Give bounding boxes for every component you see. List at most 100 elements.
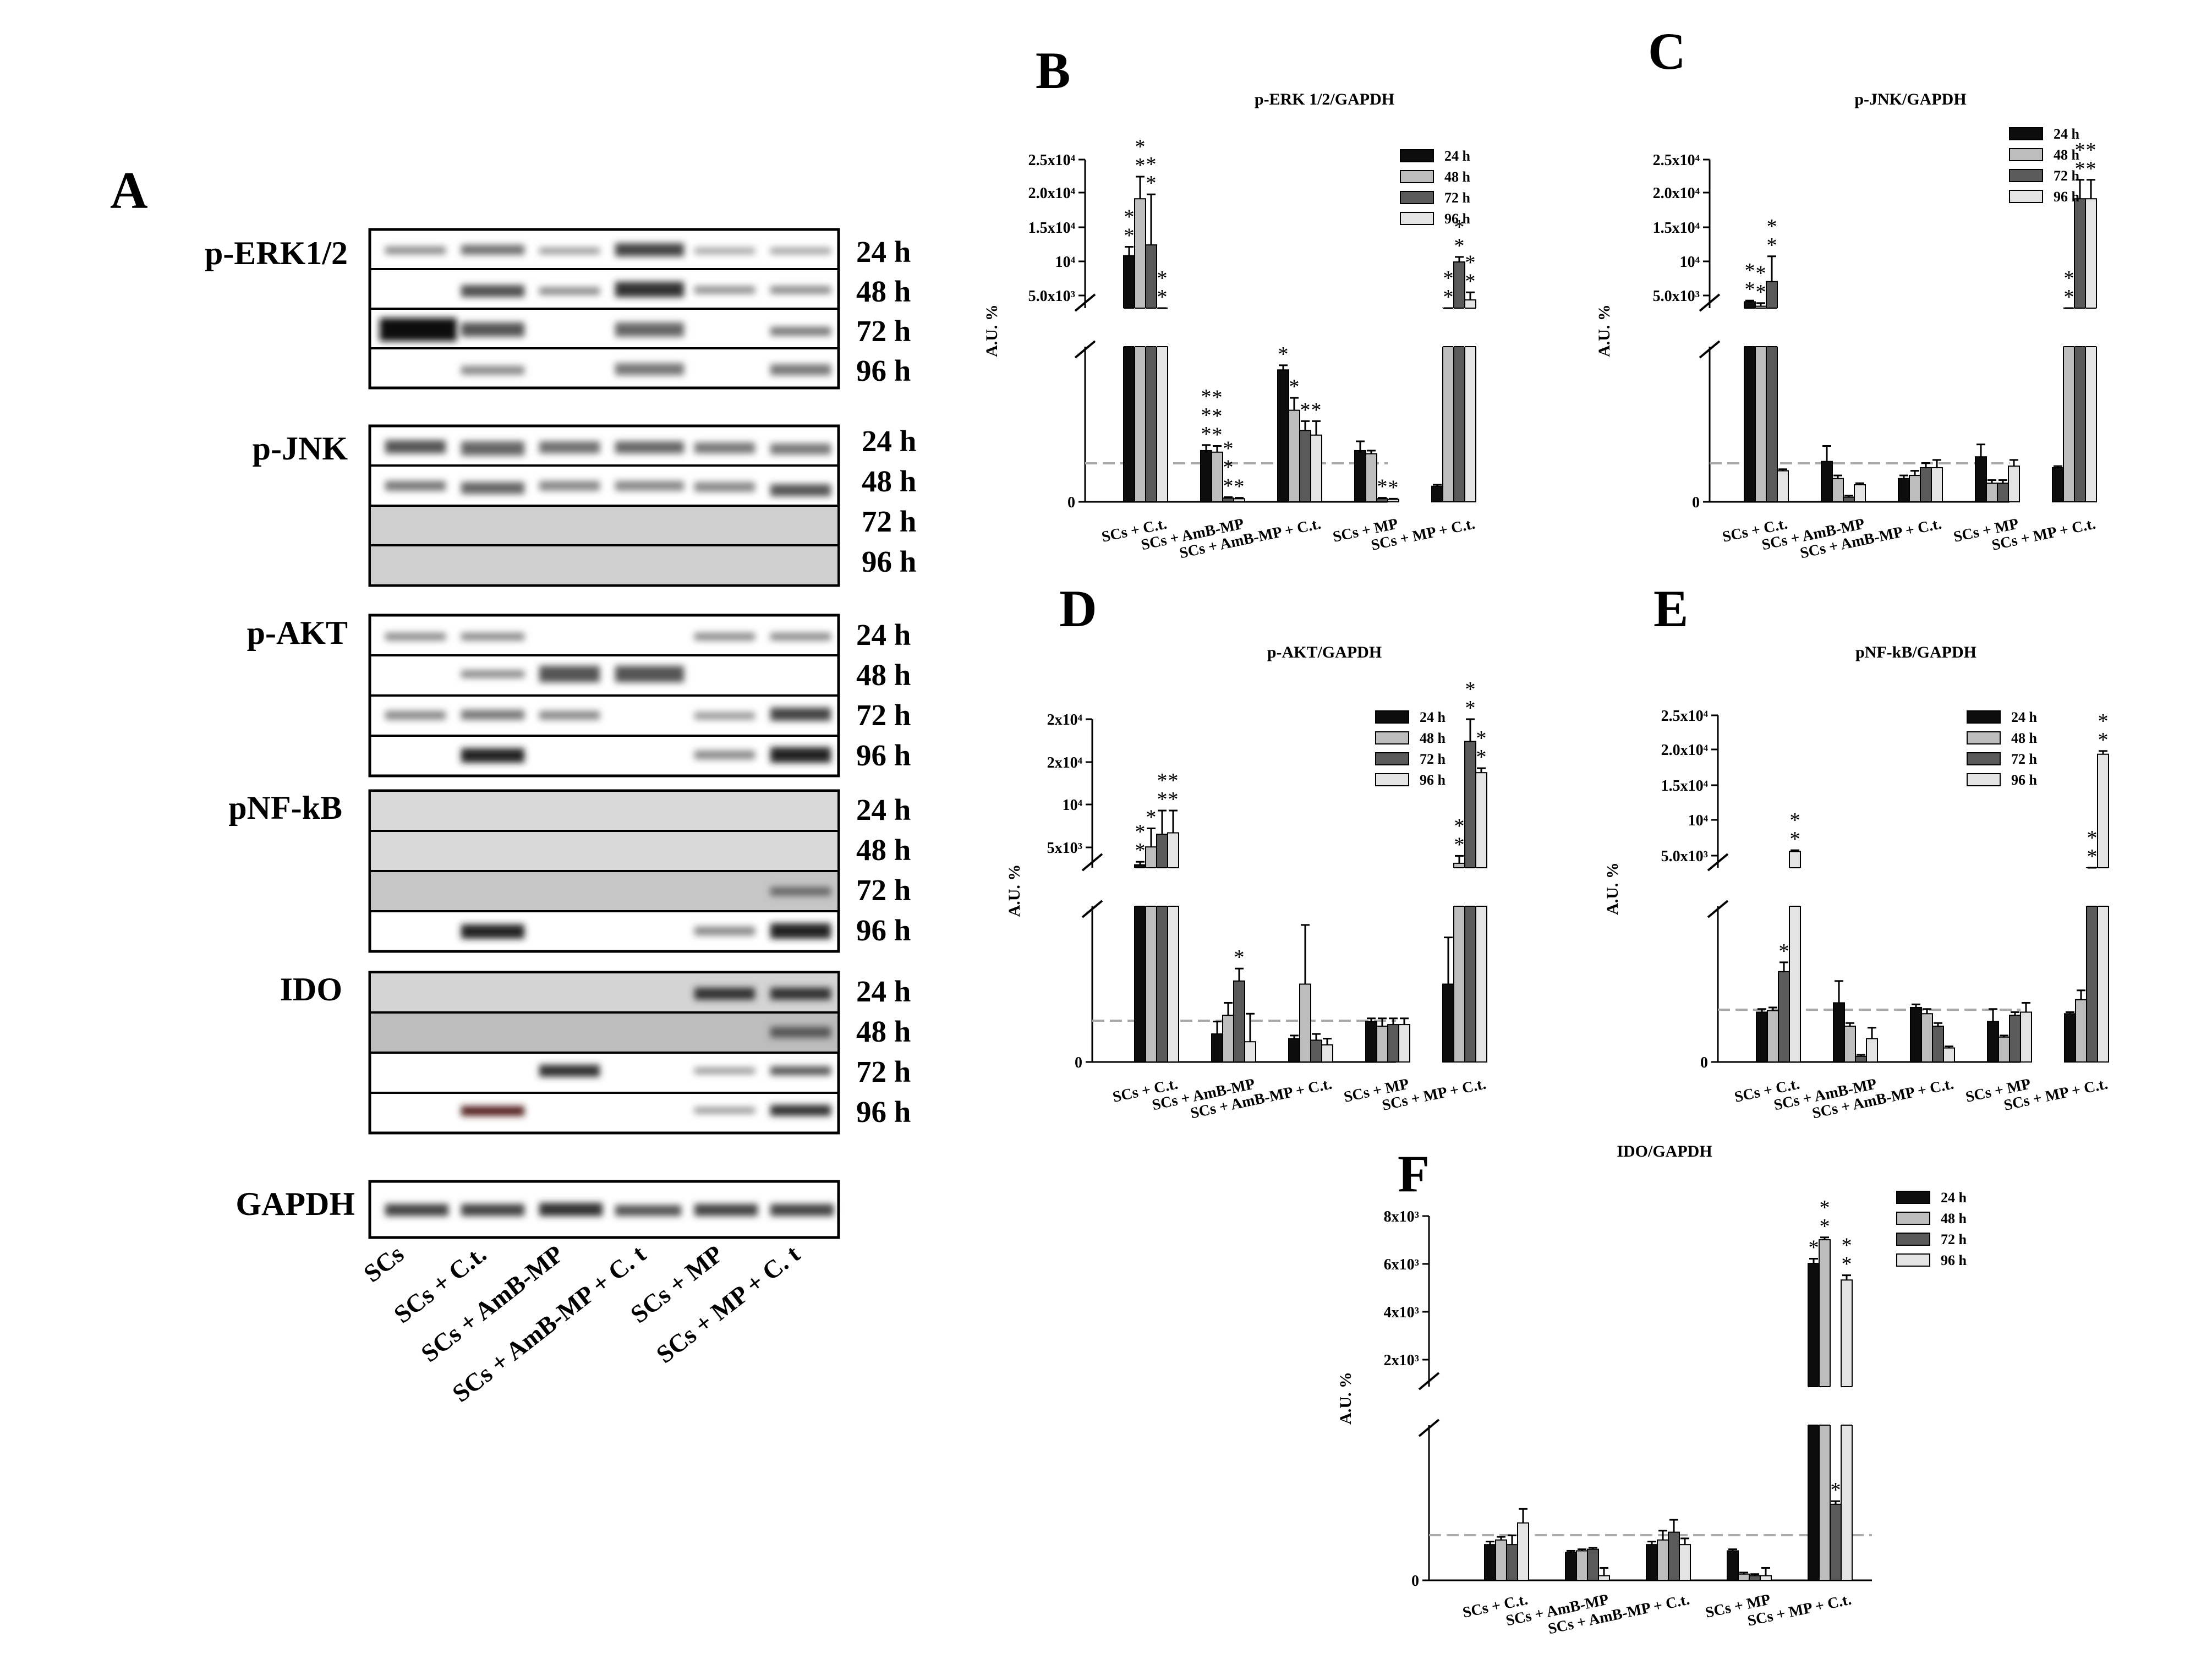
bar-48h <box>1832 478 1844 503</box>
significance-star: * <box>1443 267 1454 290</box>
axis-break-mark <box>1699 293 1721 312</box>
y-tick-label: 5.0x10³ <box>1661 848 1708 865</box>
significance-star: * <box>2087 845 2098 868</box>
legend-swatch <box>2009 190 2043 203</box>
panel-letter: E <box>1653 579 1688 638</box>
significance-star: * <box>1745 259 1755 282</box>
bar-break-gap <box>2074 308 2086 347</box>
bar-72h <box>2074 198 2086 502</box>
y-tick-label: 0 <box>1411 1573 1419 1590</box>
legend-swatch <box>2009 127 2043 140</box>
significance-star: * <box>1146 806 1157 829</box>
bar-24h <box>1565 1552 1577 1581</box>
significance-star: * <box>1146 172 1157 195</box>
y-axis-label: A.U. % <box>1595 304 1613 357</box>
bar-72h <box>1506 1544 1518 1581</box>
y-tick-label: 10⁴ <box>1063 797 1083 814</box>
bar-72h <box>1997 483 2009 502</box>
bar-break-gap <box>1453 868 1465 906</box>
bar-72h <box>1453 261 1465 502</box>
blot-time: 96 h <box>856 1095 911 1129</box>
y-axis-label: A.U. % <box>983 304 1001 357</box>
significance-star: * <box>1234 475 1245 499</box>
blot-label-perk: p-ERK1/2 <box>205 235 348 271</box>
significance-star: * <box>1388 476 1399 499</box>
significance-star: * <box>1124 206 1135 229</box>
significance-star: * <box>2087 826 2098 850</box>
blot-time: 72 h <box>856 1055 911 1088</box>
lane-label: SCs + MP + C. t <box>651 1239 806 1368</box>
significance-star: * <box>1135 820 1146 844</box>
bar-break-gap <box>1145 308 1157 347</box>
y-tick-label: 5.0x10³ <box>1653 288 1700 305</box>
bar-96h <box>1943 1047 1955 1063</box>
bar-48h <box>1998 1036 2010 1063</box>
significance-star: * <box>1842 1253 1852 1276</box>
legend-swatch <box>1896 1253 1930 1267</box>
bar-break-gap <box>1167 868 1179 906</box>
significance-star: * <box>2075 157 2085 180</box>
bar-48h <box>1576 1550 1588 1581</box>
bar-24h <box>2052 467 2064 503</box>
bar-96h <box>1398 1024 1410 1063</box>
significance-star: * <box>1135 135 1146 158</box>
bar-72h <box>1778 971 1790 1063</box>
bar-break-gap <box>1134 308 1146 347</box>
significance-star: * <box>1454 814 1465 837</box>
bar-break-gap <box>2097 868 2109 906</box>
bar-24h <box>1354 450 1366 502</box>
legend-swatch <box>1400 191 1434 204</box>
significance-star: * <box>1212 386 1223 409</box>
panel-a-letter: A <box>110 161 148 220</box>
bar-72h <box>1387 1024 1399 1063</box>
blot-time: 72 h <box>856 314 911 348</box>
axis-break-mark <box>1707 853 1729 872</box>
significance-star: * <box>1300 398 1311 421</box>
bar-24h <box>1833 1002 1845 1063</box>
significance-star: * <box>1779 940 1789 963</box>
significance-star: * <box>1146 153 1157 176</box>
legend-swatch <box>1896 1191 1930 1204</box>
bar-72h <box>1233 980 1245 1063</box>
bar-break-gap <box>1766 308 1778 347</box>
y-axis-label: A.U. % <box>1337 1372 1355 1425</box>
y-tick-label: 0 <box>1700 1054 1708 1071</box>
bar-96h <box>2085 198 2097 502</box>
significance-star: * <box>1377 475 1388 499</box>
y-tick-label: 0 <box>1692 494 1700 511</box>
bar-24h <box>1123 255 1135 502</box>
axis-break-mark <box>1707 900 1729 918</box>
blot-time: 96 h <box>856 354 911 387</box>
bar-72h <box>1843 496 1855 502</box>
legend-label: 48 h <box>2054 147 2080 163</box>
legend-swatch <box>2009 148 2043 161</box>
panel-letter: F <box>1398 1145 1430 1203</box>
bar-72h <box>1310 1039 1322 1063</box>
axis-break-mark <box>1699 340 1721 359</box>
bar-break-gap <box>1464 868 1476 906</box>
legend-label: 72 h <box>1941 1231 1967 1247</box>
legend-label: 24 h <box>1941 1190 1967 1206</box>
bar-48h <box>1365 453 1377 503</box>
significance-star: * <box>1831 1479 1841 1502</box>
blot-time: 24 h <box>856 793 911 826</box>
y-tick-label: 5x10³ <box>1047 840 1082 857</box>
significance-star: * <box>1278 343 1289 366</box>
blot-time: 96 h <box>856 913 911 947</box>
bar-break-gap <box>1841 1387 1853 1425</box>
bar-72h <box>2009 1015 2021 1063</box>
chart-panel-c: Cp-JNK/GAPDH A.U. % 2.5x10⁴ 2.0x10⁴ 1.5x10⁴ 1… <box>1595 22 2097 562</box>
blot-time: 48 h <box>856 275 911 308</box>
y-axis-label: A.U. % <box>1005 864 1023 917</box>
y-tick-label: 2.5x10⁴ <box>1661 708 1709 725</box>
bar-72h <box>1749 1575 1761 1581</box>
legend-swatch <box>1896 1233 1930 1246</box>
legend-swatch <box>1967 752 2001 765</box>
blot-time: 72 h <box>856 873 911 907</box>
bar-72h <box>1855 1055 1867 1063</box>
blot-time: 48 h <box>856 1015 911 1048</box>
legend-label: 48 h <box>2011 730 2038 746</box>
legend-label: 72 h <box>2011 751 2038 767</box>
